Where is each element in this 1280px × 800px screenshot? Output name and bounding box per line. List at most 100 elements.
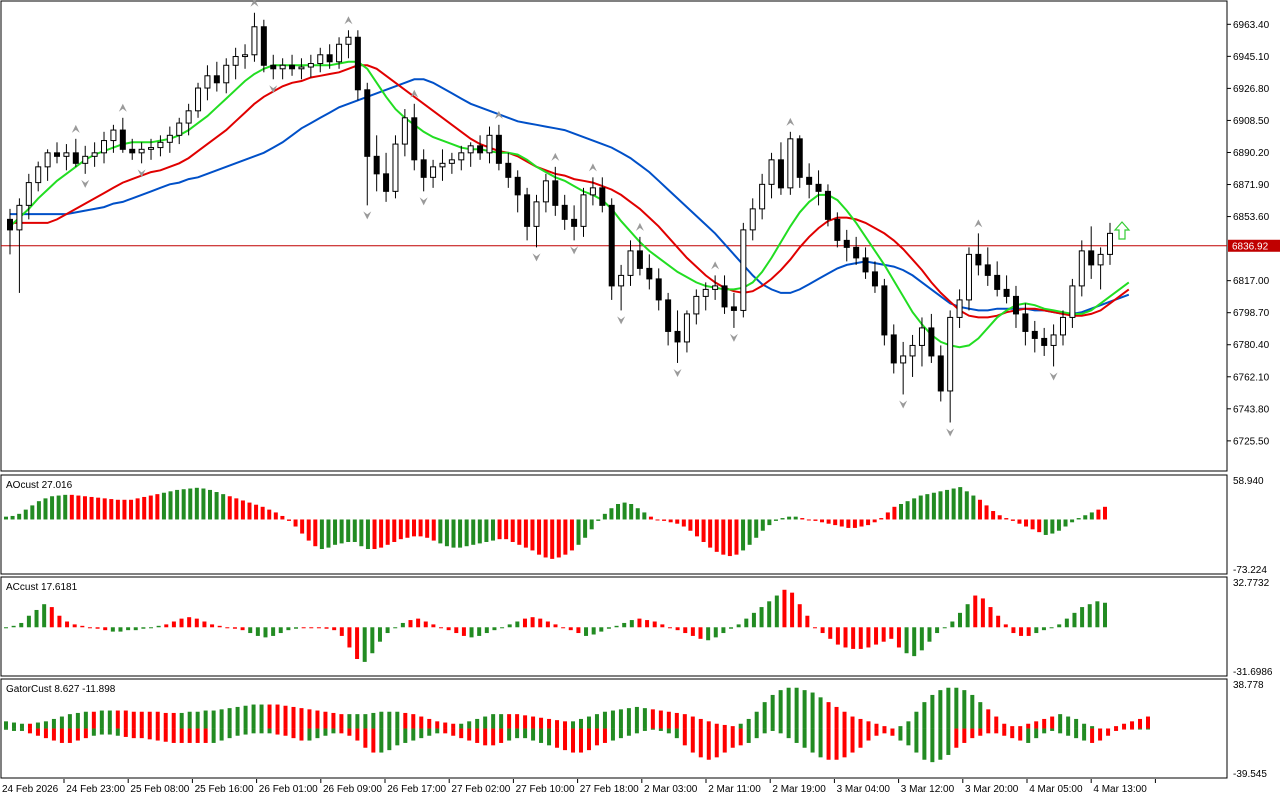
ac-bar [629, 620, 634, 628]
gator-lower-bar [163, 728, 168, 742]
ac-bar [301, 627, 306, 629]
ao-bar [642, 512, 647, 520]
candle-body [1097, 253, 1104, 266]
candle-body [646, 267, 653, 280]
ao-bar [997, 515, 1002, 520]
candle-body [157, 141, 164, 149]
gator-upper-bar [1042, 718, 1047, 729]
gator-upper-bar [11, 722, 16, 729]
ao-bar [247, 502, 252, 520]
gator-lower-bar [443, 728, 448, 734]
ac-bar [713, 627, 718, 638]
ao-bar [833, 519, 838, 526]
ao-bar [346, 519, 351, 542]
gator-lower-bar [339, 728, 344, 734]
gator-lower-bar [59, 728, 64, 743]
ao-bar [82, 496, 87, 520]
gator-upper-bar [770, 694, 775, 729]
fractal-down-marker [532, 253, 541, 262]
price-tick-label: 6963.40 [1233, 20, 1270, 31]
gator-upper-bar [594, 714, 599, 729]
candle [928, 313, 935, 363]
candle [7, 208, 13, 255]
candle [524, 187, 531, 241]
gator-lower-bar [555, 728, 560, 748]
candle [289, 54, 296, 76]
ac-bar [843, 627, 848, 648]
candle [260, 19, 267, 73]
ao-bar [754, 519, 759, 538]
gator-lower-bar [946, 728, 951, 755]
gator-upper-bar [451, 723, 456, 729]
ac-bar [1064, 618, 1069, 628]
ac-bar [469, 627, 474, 638]
candle-body [411, 117, 418, 161]
gator-upper-bar [1034, 721, 1039, 729]
gator-upper-bar [499, 714, 504, 729]
gator-upper-bar [954, 687, 959, 729]
candle [843, 229, 850, 262]
ac-bar [194, 618, 199, 628]
candle [477, 135, 484, 160]
gator-lower-bar [83, 728, 88, 739]
gator-upper-bar [970, 694, 975, 729]
gator-lower-bar [355, 728, 360, 741]
ac-bar [606, 627, 611, 629]
candle-body [871, 271, 878, 287]
candle-body [7, 218, 13, 231]
ao-bar [701, 519, 706, 542]
ac-bar [477, 627, 482, 636]
ao-bar [800, 518, 805, 520]
gator-lower-bar [403, 728, 408, 743]
gator-lower-bar [1114, 728, 1119, 731]
candle [204, 65, 211, 101]
ao-bar [609, 508, 614, 520]
gator-lower-bar [810, 728, 815, 753]
gator-upper-bar [754, 711, 759, 729]
ac-bar [919, 627, 924, 651]
ac-bar [935, 627, 940, 634]
ma-blue-line [10, 78, 1130, 315]
gator-lower-bar [123, 728, 128, 737]
fractal-up-marker [786, 117, 795, 126]
candle-body [242, 54, 249, 58]
ac-bar [225, 627, 230, 629]
price-tick-label: 6743.80 [1233, 404, 1270, 415]
candle [646, 254, 653, 290]
ac-bar [1087, 604, 1092, 628]
gator-upper-bar [874, 723, 879, 729]
ao-bar [905, 501, 910, 520]
gator-lower-bar [738, 728, 743, 746]
ao-bar [425, 519, 430, 538]
candle-body [900, 355, 907, 364]
ao-bar [306, 519, 311, 541]
ao-min-label: -73.224 [1233, 565, 1267, 576]
gator-upper-bar [195, 711, 200, 729]
gator-lower-bar [1106, 728, 1111, 736]
ac-bar [1011, 627, 1016, 634]
gator-lower-bar [898, 728, 903, 741]
ao-bar [958, 487, 963, 520]
ac-bar [698, 627, 703, 639]
candle-body [665, 299, 672, 332]
ac-bar [400, 622, 405, 628]
gator-lower-bar [459, 728, 464, 739]
ac-bar [881, 627, 886, 642]
candle-body [176, 122, 183, 136]
candle [101, 131, 108, 164]
ao-bar [1030, 519, 1035, 530]
gator-upper-bar [331, 712, 336, 729]
candle [909, 334, 916, 377]
ac-bar [751, 612, 756, 628]
gator-lower-bar [874, 728, 879, 736]
gator-lower-bar [491, 728, 496, 746]
time-tick-label: 26 Feb 01:00 [259, 784, 318, 795]
time-tick-label: 26 Feb 17:00 [387, 784, 446, 795]
candle-body [721, 285, 728, 308]
ao-bar [471, 519, 476, 545]
gator-lower-bar [882, 728, 887, 734]
candle-body [834, 218, 841, 241]
gator-upper-bar [203, 710, 208, 729]
candle [721, 275, 728, 314]
candle-body [16, 204, 23, 231]
